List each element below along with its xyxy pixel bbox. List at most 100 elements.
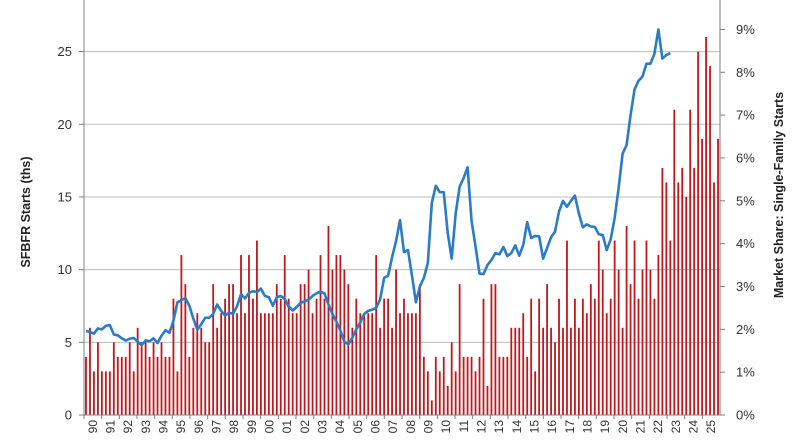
bar [442, 356, 445, 415]
bar [490, 284, 493, 415]
y-tick-label: 15 [58, 189, 72, 204]
bar [526, 356, 529, 415]
bar [156, 356, 159, 415]
x-tick-label: 24 [687, 420, 701, 434]
x-tick-label: 97 [210, 420, 224, 434]
y2-tick-label: 9% [736, 22, 755, 37]
x-tick-label: 18 [581, 420, 595, 434]
bar [506, 356, 509, 415]
bar [271, 313, 274, 415]
bar [335, 255, 338, 415]
x-tick-label: 96 [192, 420, 206, 434]
bar [279, 298, 282, 415]
bar [128, 342, 131, 415]
bar [371, 313, 374, 415]
bar [522, 313, 525, 415]
x-axis-ticks: 90 91 92 93 94 95 96 97 98 99 00 01 02 03 04 05 06 07 08 09… [83, 415, 718, 434]
bar [717, 138, 719, 415]
y-axis-label: SFBFR Starts (ths) [19, 156, 33, 267]
bar [224, 298, 227, 415]
bar [164, 356, 167, 415]
bar [661, 167, 664, 415]
bar [363, 313, 366, 415]
bar [132, 371, 135, 415]
bar [303, 284, 306, 415]
bar [653, 298, 656, 415]
bar [232, 284, 234, 415]
bar [379, 327, 382, 415]
bar [450, 342, 453, 415]
y2-tick-label: 3% [736, 279, 755, 294]
bar [558, 298, 560, 415]
bar [184, 284, 187, 415]
bar [391, 327, 393, 415]
bar [581, 298, 584, 415]
bar [283, 255, 286, 415]
bar [252, 298, 254, 415]
bar [542, 327, 545, 415]
x-tick-label: 00 [263, 420, 277, 434]
bar [355, 298, 358, 415]
x-tick-label: 07 [386, 420, 400, 434]
bar [108, 371, 111, 415]
bar [705, 37, 707, 415]
bar [112, 342, 115, 415]
y-axis-ticks: 0 5 10 15 20 25 [58, 44, 84, 423]
bar [267, 313, 270, 415]
x-tick-label: 16 [545, 420, 559, 434]
bar [180, 255, 183, 415]
x-tick-label: 95 [174, 420, 188, 434]
bar [637, 298, 640, 415]
bar [430, 400, 433, 415]
bar [633, 240, 636, 415]
y2-tick-label: 8% [736, 65, 755, 80]
bar [148, 356, 151, 415]
bar [339, 255, 342, 415]
x-tick-label: 05 [351, 420, 365, 434]
bar [518, 327, 521, 415]
x-tick-label: 01 [280, 420, 294, 434]
bar [168, 356, 171, 415]
bar [589, 284, 592, 415]
bar [287, 298, 290, 415]
bar [601, 269, 604, 415]
bar [649, 269, 652, 415]
bar [311, 313, 314, 415]
x-tick-label: 02 [298, 420, 312, 434]
x-tick-label: 94 [157, 420, 171, 434]
bar [609, 298, 612, 415]
bar [228, 284, 230, 415]
x-tick-label: 03 [316, 420, 330, 434]
bar [307, 269, 310, 415]
bar [359, 313, 362, 415]
bar [613, 240, 616, 415]
bar [657, 255, 660, 415]
bar [605, 313, 608, 415]
bar [621, 327, 624, 415]
bar [411, 313, 413, 415]
bar [291, 313, 294, 415]
y2-tick-label: 0% [736, 408, 755, 423]
bar [446, 385, 449, 415]
axes [83, 0, 721, 416]
y2-tick-label: 7% [736, 108, 755, 123]
line-series [85, 28, 671, 347]
bar [502, 356, 505, 415]
x-tick-label: 06 [369, 420, 383, 434]
gridlines [84, 51, 720, 343]
bar [212, 284, 215, 415]
y-tick-label: 0 [65, 408, 72, 423]
bar [403, 298, 405, 415]
bar [331, 269, 334, 415]
y-tick-label: 5 [65, 335, 72, 350]
bar [256, 240, 258, 415]
bar [550, 327, 552, 415]
bar [566, 240, 568, 415]
bar [689, 109, 692, 415]
x-tick-label: 11 [457, 420, 471, 433]
bar [263, 313, 266, 415]
bar [438, 371, 441, 415]
bar [415, 313, 417, 415]
bar [192, 327, 195, 415]
bar [395, 269, 397, 415]
